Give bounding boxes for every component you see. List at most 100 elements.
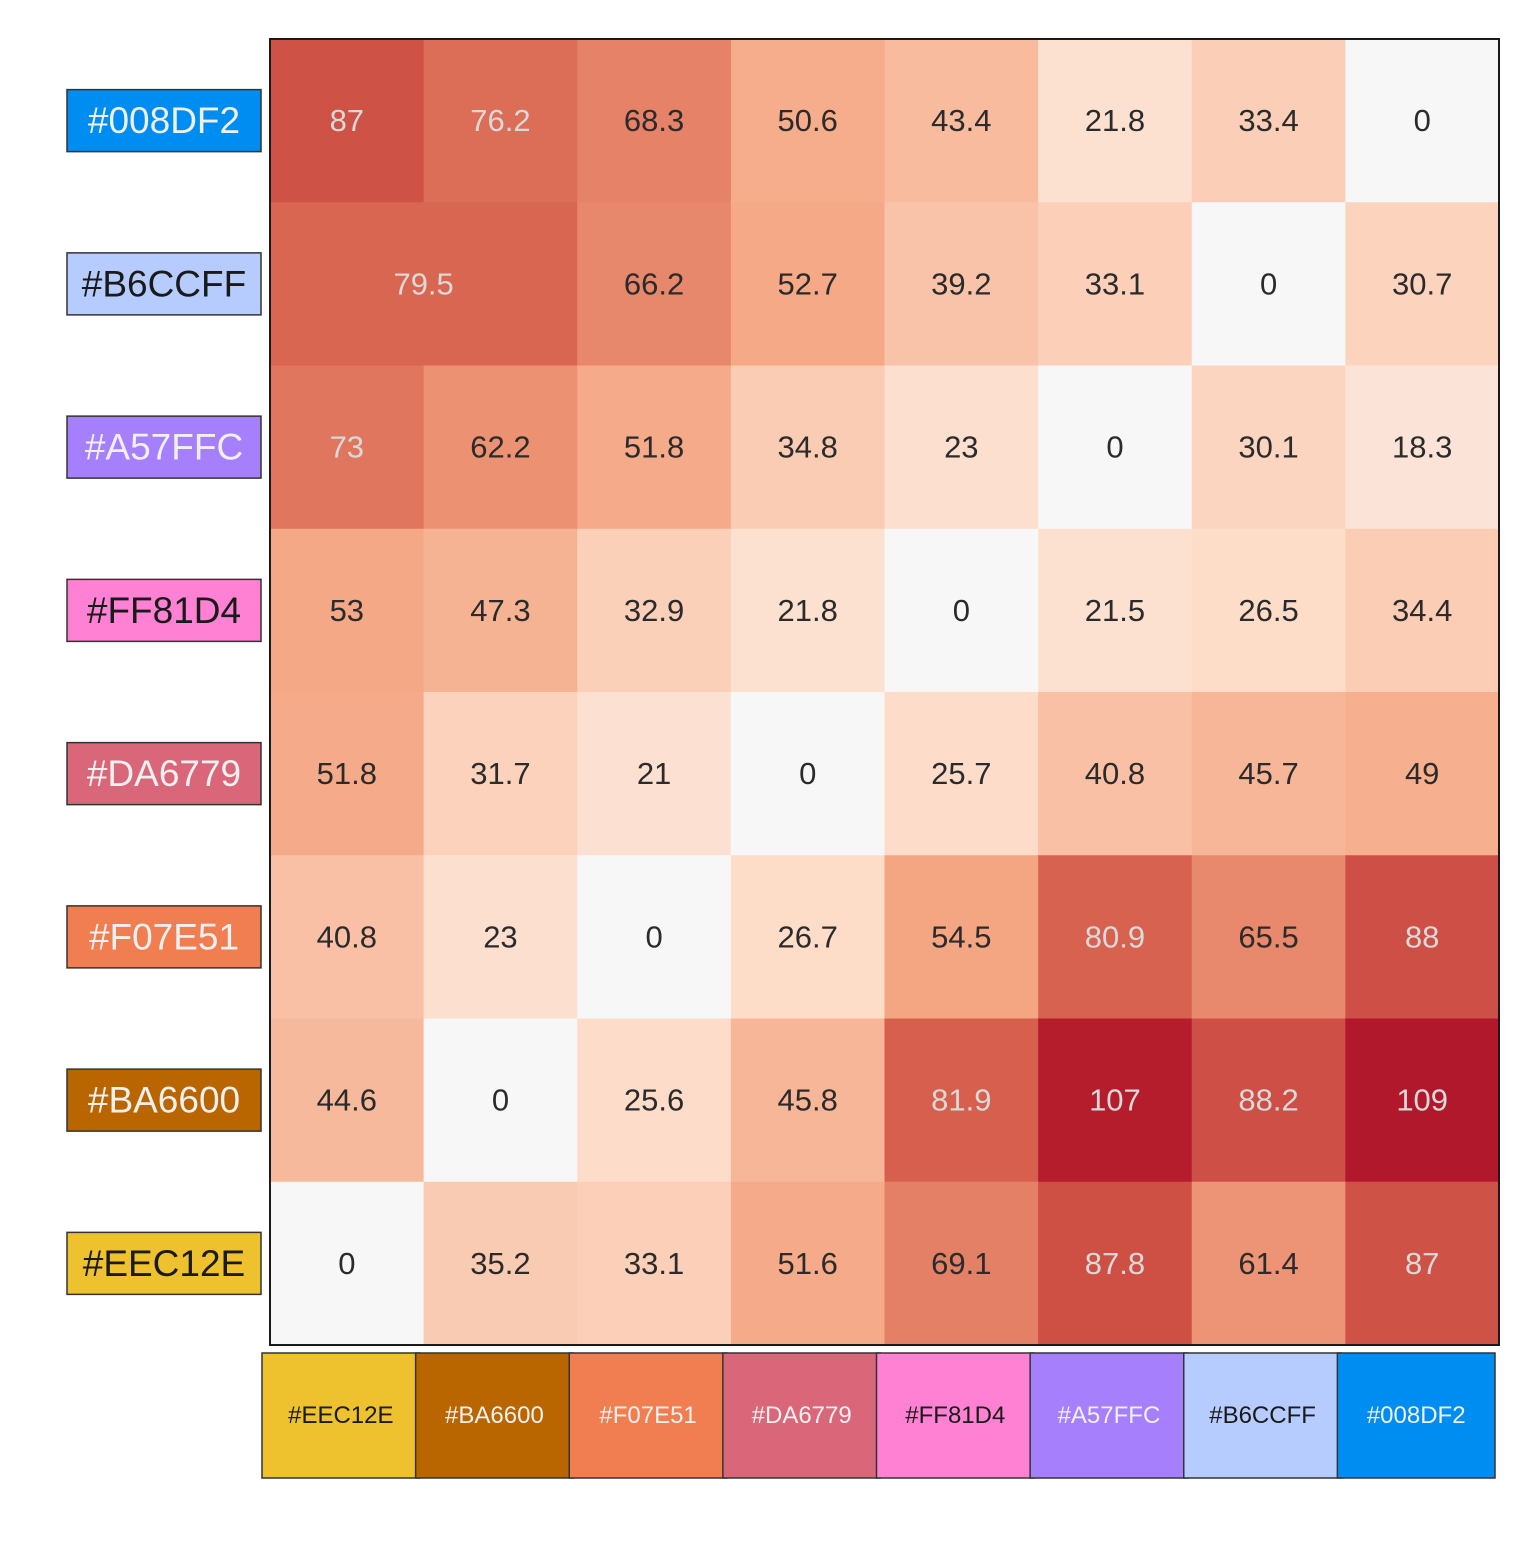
cell-value-label: 21: [637, 756, 671, 791]
row-swatch-box: [66, 905, 262, 969]
cell-labels-layer: 87 76.2 68.3 50.6 43.4 21.8 33.4 0 79.5 66.2 52.7 3…: [317, 103, 1453, 1281]
column-tick-label: #FF81D4: [905, 1402, 1005, 1429]
heatmap-cell: [423, 692, 578, 856]
column-tick-label: #B6CCFF: [1209, 1402, 1316, 1429]
heatmap-cell: [423, 39, 578, 203]
cell-value-label: 0: [953, 593, 970, 628]
column-swatch: #BA6600: [414, 1352, 574, 1479]
cell-value-label: 33.1: [624, 1246, 684, 1281]
heatmap-cell: [577, 365, 732, 530]
heatmap-cell: [270, 855, 425, 1020]
row-swatch-box: [66, 252, 262, 316]
heatmap-cell: [270, 1181, 425, 1346]
column-swatch: #B6CCFF: [1183, 1352, 1343, 1479]
cell-value-label: 61.4: [1238, 1246, 1298, 1281]
col-swatches-layer: #EEC12E #BA6600 #F07E51 #DA6779 #FF81D4 #A57F…: [261, 1352, 1496, 1479]
heatmap-cell: [1191, 1018, 1346, 1183]
column-swatch-box: [1336, 1352, 1496, 1479]
heatmap-cell: [1345, 1018, 1500, 1183]
row-swatches-layer: #008DF2 #B6CCFF #A57FFC #FF81D4 #DA6779 #F07E…: [66, 88, 262, 1296]
column-swatch-box: [875, 1352, 1035, 1479]
cell-value-label: 45.8: [778, 1083, 838, 1118]
row-swatch: #008DF2: [66, 88, 262, 153]
cell-value-label: 47.3: [470, 593, 530, 628]
heatmap-cell: [884, 39, 1039, 203]
heatmap-cell: [1038, 39, 1193, 203]
row-tick-label: #FF81D4: [87, 590, 241, 631]
row-swatch: #DA6779: [66, 741, 262, 806]
cell-value-label: 68.3: [624, 103, 684, 138]
heatmap-cell: [884, 202, 1039, 367]
cell-value-label: 0: [1414, 103, 1431, 138]
row-swatch: #EEC12E: [66, 1231, 262, 1296]
cell-value-label: 30.1: [1238, 430, 1298, 465]
cell-value-label: 0: [338, 1246, 355, 1281]
cell-value-label: 88.2: [1238, 1083, 1298, 1118]
row-swatch-box: [66, 741, 262, 806]
heatmap-cell: [577, 855, 732, 1020]
heatmap-cell: [1038, 855, 1193, 1020]
heatmap-cell: [577, 1018, 732, 1183]
heatmap-cell: [1038, 528, 1193, 693]
cell-value-label: 44.6: [317, 1083, 377, 1118]
column-swatch: #EEC12E: [261, 1352, 421, 1479]
column-swatch-box: [261, 1352, 421, 1479]
heatmap-cell: [270, 202, 425, 367]
column-swatch: #F07E51: [568, 1352, 728, 1479]
heatmap-cell: [730, 692, 886, 856]
heatmap-cell: [577, 202, 732, 367]
heatmap-cell: [270, 365, 425, 530]
row-swatch: #F07E51: [66, 905, 262, 969]
column-swatch: #008DF2: [1336, 1352, 1496, 1479]
column-swatch-box: [568, 1352, 728, 1479]
heatmap-cell: [1038, 1181, 1193, 1346]
column-swatch-box: [1029, 1352, 1189, 1479]
row-swatch: #FF81D4: [66, 578, 262, 643]
cell-value-label: 0: [799, 756, 816, 791]
cell-value-label: 107: [1089, 1083, 1141, 1118]
cell-value-label: 52.7: [778, 266, 838, 301]
heatmap-cell: [1345, 365, 1500, 530]
column-swatch: #FF81D4: [875, 1352, 1035, 1479]
row-swatch-box: [66, 88, 262, 153]
cell-value-label: 35.2: [470, 1246, 530, 1281]
heatmap-cell: [1345, 855, 1500, 1020]
cell-value-label: 26.7: [778, 919, 838, 954]
cell-value-label: 33.4: [1238, 103, 1298, 138]
heatmap-cell: [1191, 1181, 1346, 1346]
cell-value-label: 25.6: [624, 1083, 684, 1118]
cell-value-label: 88: [1405, 919, 1439, 954]
cell-value-label: 54.5: [931, 919, 991, 954]
heatmap-cell: [730, 528, 886, 693]
heatmap-cell: [884, 855, 1039, 1020]
cell-value-label: 21.8: [778, 593, 838, 628]
cell-value-label: 65.5: [1238, 919, 1298, 954]
cell-value-label: 21.8: [1085, 103, 1145, 138]
heatmap-cell: [730, 365, 886, 530]
cell-value-label: 21.5: [1085, 593, 1145, 628]
heatmap-cell: [1345, 692, 1500, 856]
heatmap-cell: [884, 1018, 1039, 1183]
cell-value-label: 0: [1106, 430, 1123, 465]
heatmap-cell: [423, 365, 578, 530]
heatmap-cell: [423, 1018, 578, 1183]
heatmap-cell: [1038, 692, 1193, 856]
row-tick-label: #B6CCFF: [82, 263, 246, 304]
cell-value-label: 26.5: [1238, 593, 1298, 628]
cell-value-label: 0: [492, 1083, 509, 1118]
cell-value-label: 79.5: [393, 266, 453, 301]
heatmap-cell: [1038, 1018, 1193, 1183]
heatmap-cell: [270, 1018, 425, 1183]
heatmap-cell: [1191, 365, 1346, 530]
row-swatch: #BA6600: [66, 1068, 262, 1132]
heatmap-cell: [1345, 528, 1500, 693]
cell-value-label: 45.7: [1238, 756, 1298, 791]
cell-value-label: 49: [1405, 756, 1439, 791]
heatmap-cell: [1345, 39, 1500, 203]
row-tick-label: #A57FFC: [85, 427, 243, 468]
heatmap-cell: [1038, 202, 1193, 367]
heatmap-cell: [577, 528, 732, 693]
heatmap-cell: [577, 692, 732, 856]
column-tick-label: #BA6600: [445, 1402, 544, 1429]
